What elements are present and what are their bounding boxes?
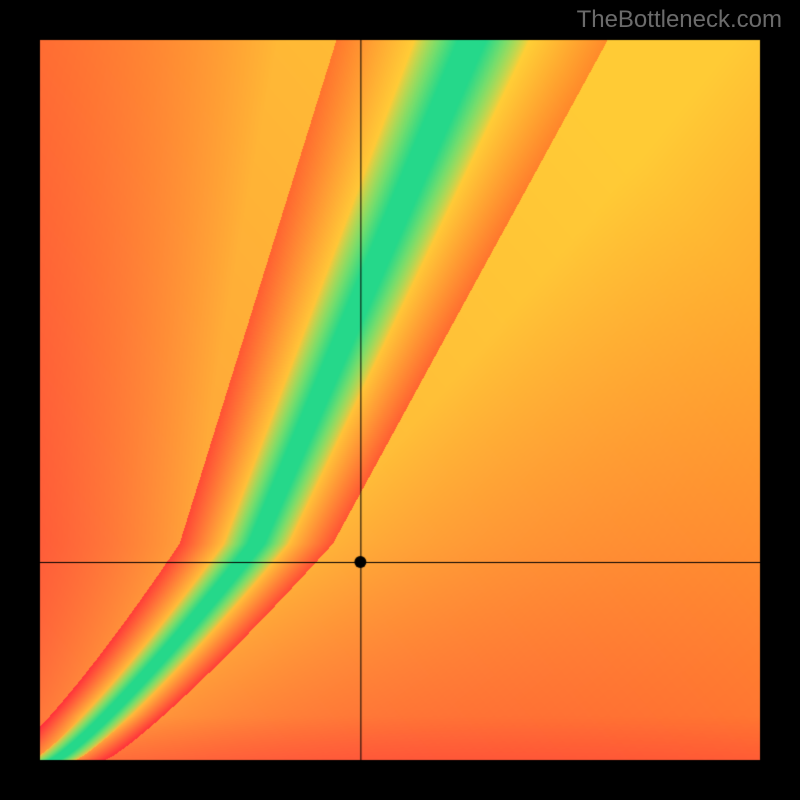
bottleneck-heatmap	[0, 0, 800, 800]
watermark-text: TheBottleneck.com	[577, 6, 782, 34]
chart-container: TheBottleneck.com	[0, 0, 800, 800]
